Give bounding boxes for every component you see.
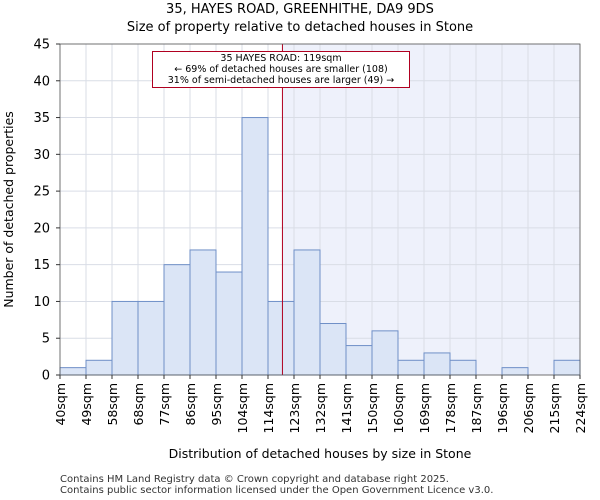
x-tick-label: 196sqm (495, 383, 510, 433)
y-tick-label: 40 (33, 74, 50, 89)
y-tick-label: 10 (33, 295, 50, 310)
histogram-bar (345, 345, 373, 376)
histogram-bar (189, 249, 217, 376)
histogram-bar (371, 330, 399, 376)
y-tick-label: 30 (33, 148, 50, 163)
x-tick-label: 114sqm (261, 383, 276, 433)
x-tick-label: 123sqm (287, 383, 302, 433)
histogram-bar (163, 264, 191, 376)
x-tick-label: 169sqm (417, 383, 432, 433)
x-tick-label: 160sqm (391, 383, 406, 433)
x-tick-label: 58sqm (105, 383, 120, 426)
histogram-bar (397, 359, 425, 376)
annotation-line-3: 31% of semi-detached houses are larger (… (167, 75, 395, 86)
histogram-bar (111, 300, 139, 376)
y-tick-label: 45 (33, 38, 50, 53)
x-tick-label: 40sqm (53, 383, 68, 426)
histogram-bar (241, 117, 269, 376)
histogram-bar (137, 300, 165, 376)
histogram-bar (501, 367, 529, 376)
x-tick-label: 104sqm (235, 383, 250, 433)
marker-annotation: 35 HAYES ROAD: 119sqm ← 69% of detached … (152, 51, 410, 88)
y-tick-label: 35 (33, 111, 50, 126)
histogram-bar (319, 323, 347, 376)
y-tick-label: 0 (42, 369, 50, 384)
y-tick-label: 15 (33, 258, 50, 273)
x-tick-label: 150sqm (365, 383, 380, 433)
annotation-line-1: 35 HAYES ROAD: 119sqm (220, 53, 342, 64)
histogram-bar (267, 300, 295, 376)
x-tick-label: 178sqm (443, 383, 458, 433)
histogram-bar (553, 359, 581, 376)
y-tick-label: 25 (33, 185, 50, 200)
histogram-bar (293, 249, 321, 376)
chart-title: 35, HAYES ROAD, GREENHITHE, DA9 9DS (166, 2, 434, 17)
histogram-bar (423, 352, 451, 376)
x-tick-label: 187sqm (469, 383, 484, 433)
larger-region-shading (282, 44, 580, 375)
x-tick-label: 49sqm (79, 383, 94, 426)
histogram-bar (449, 359, 477, 376)
x-tick-label: 68sqm (131, 383, 146, 426)
chart-subtitle: Size of property relative to detached ho… (126, 20, 474, 35)
x-tick-label: 224sqm (573, 383, 588, 433)
y-axis-label: Number of detached properties (1, 111, 16, 308)
x-axis-label: Distribution of detached houses by size … (169, 446, 472, 461)
y-tick-label: 20 (33, 221, 50, 236)
histogram-bar (59, 367, 87, 376)
y-tick-label: 5 (42, 332, 50, 347)
footer-line-1: Contains HM Land Registry data © Crown c… (60, 474, 449, 485)
x-tick-label: 206sqm (521, 383, 536, 433)
x-tick-label: 86sqm (183, 383, 198, 426)
x-tick-label: 77sqm (157, 383, 172, 426)
x-tick-label: 132sqm (313, 383, 328, 433)
x-tick-label: 95sqm (209, 383, 224, 426)
x-tick-label: 215sqm (547, 383, 562, 433)
histogram-bar (85, 359, 113, 376)
footer-line-2: Contains public sector information licen… (60, 485, 494, 496)
histogram-bar (215, 271, 243, 376)
x-tick-label: 141sqm (339, 383, 354, 433)
annotation-line-2: ← 69% of detached houses are smaller (10… (174, 64, 388, 75)
